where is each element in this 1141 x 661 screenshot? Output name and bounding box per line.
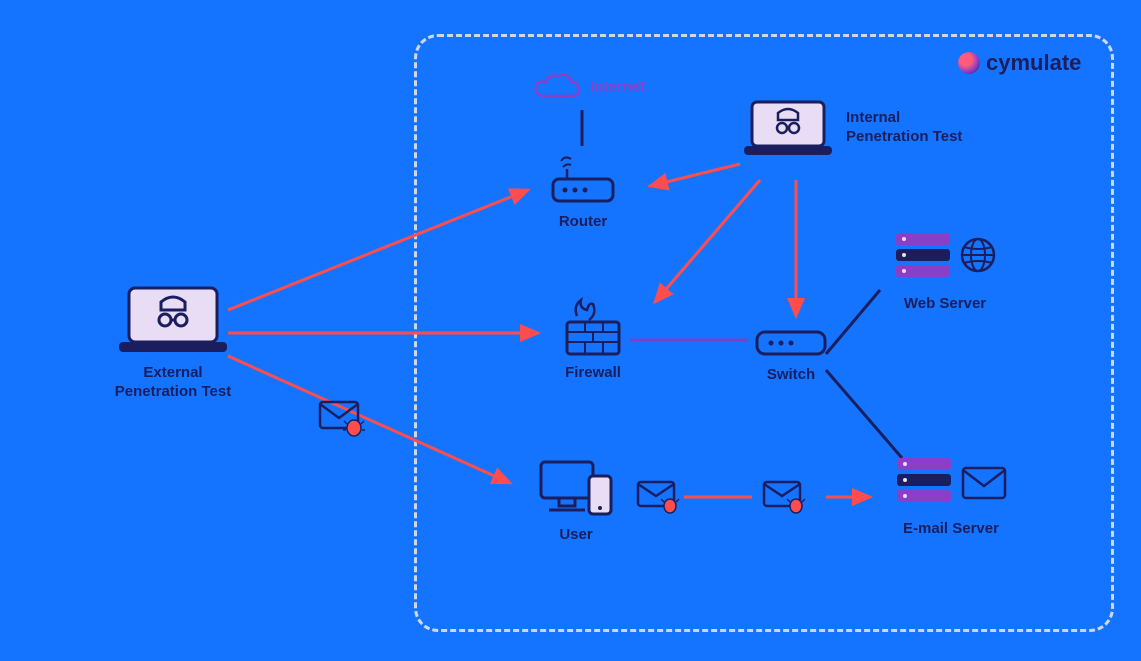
user-devices-icon [535, 456, 617, 520]
diagram-root: cymulate Ex [0, 0, 1141, 661]
internal-pentest-label: InternalPenetration Test [846, 109, 962, 147]
router-label: Router [559, 213, 607, 232]
server-globe-icon [890, 227, 1000, 289]
webserver-label: Web Server [904, 295, 986, 314]
firewall-icon [559, 296, 627, 358]
external-pentest-label: ExternalPenetration Test [115, 364, 231, 402]
user-label: User [559, 526, 592, 545]
firewall-label: Firewall [565, 364, 621, 383]
emailserver-label: E-mail Server [903, 520, 999, 539]
internet-node: Internet [530, 70, 645, 104]
logo-text: cymulate [986, 50, 1081, 76]
emailserver-node: E-mail Server [876, 452, 1026, 539]
mail-bug-icon [634, 478, 682, 523]
firewall-node: Firewall [548, 296, 638, 383]
logo-mark-icon [958, 52, 980, 74]
external-pentest-node: ExternalPenetration Test [98, 280, 248, 402]
laptop-hacker-icon [740, 96, 836, 160]
router-node: Router [538, 151, 628, 232]
brand-logo: cymulate [958, 50, 1081, 76]
laptop-hacker-icon [113, 280, 233, 358]
switch-node: Switch [746, 326, 836, 385]
switch-icon [753, 326, 829, 360]
cloud-icon [530, 70, 582, 104]
webserver-node: Web Server [880, 227, 1010, 314]
mail-bug-icon [316, 398, 366, 445]
switch-label: Switch [767, 366, 815, 385]
mail-bug-icon [760, 478, 808, 523]
server-mail-icon [891, 452, 1011, 514]
user-node: User [526, 456, 626, 545]
internal-pentest-node: InternalPenetration Test [740, 96, 962, 160]
router-icon [547, 151, 619, 207]
internet-label: Internet [590, 78, 645, 97]
